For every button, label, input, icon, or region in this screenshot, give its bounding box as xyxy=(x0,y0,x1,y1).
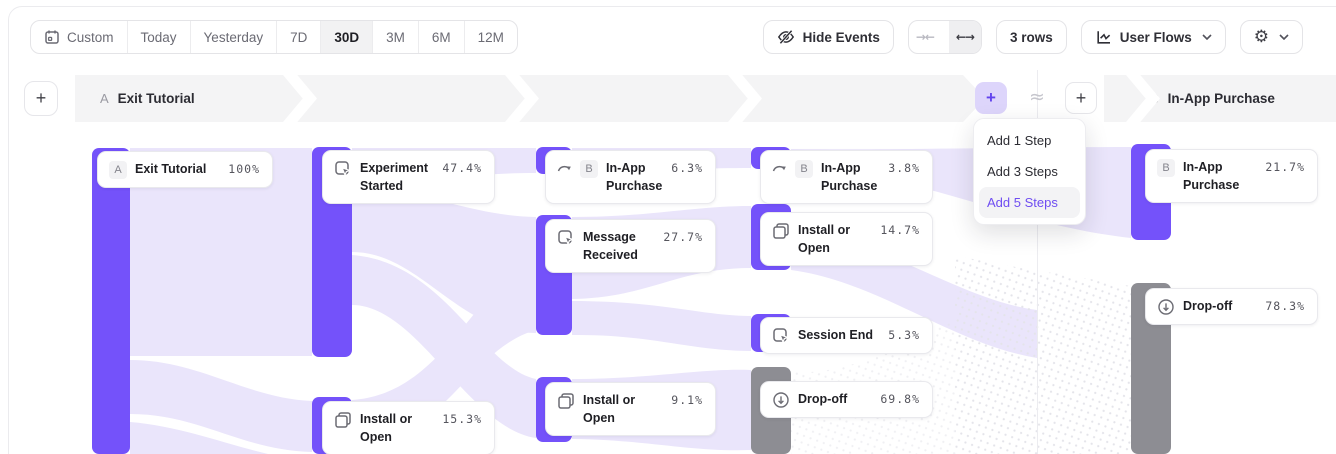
hide-events-label: Hide Events xyxy=(802,29,880,45)
add-start-step-button[interactable]: + xyxy=(24,81,58,116)
node-percent: 78.3% xyxy=(1265,299,1305,313)
date-range-picker: Custom Today Yesterday 7D 30D 3M 6M 12M xyxy=(30,20,518,54)
node-card-install-or-open[interactable]: Install or Open 9.1% xyxy=(545,382,716,436)
rows-button[interactable]: 3 rows xyxy=(995,20,1067,54)
collapse-columns-button[interactable]: →← xyxy=(915,30,935,44)
chevron-down-icon xyxy=(1279,34,1289,40)
date-range-yesterday[interactable]: Yesterday xyxy=(191,21,278,53)
collapse-expand-toggle: →← ←→ xyxy=(907,20,982,54)
date-range-12m[interactable]: 12M xyxy=(477,29,504,45)
date-range-today[interactable]: Today xyxy=(128,21,191,53)
node-label: Drop-off xyxy=(798,392,848,406)
node-percent: 3.8% xyxy=(888,161,920,175)
step-label-exit-tutorial: Exit Tutorial xyxy=(117,91,195,106)
eye-off-icon xyxy=(777,29,794,45)
step-badge-b: B xyxy=(1157,159,1175,177)
node-card-in-app-purchase-b[interactable]: B In-App Purchase 21.7% xyxy=(1145,149,1318,203)
step-label-in-app-purchase: In-App Purchase xyxy=(1167,91,1275,106)
node-percent: 9.1% xyxy=(671,393,703,407)
node-card-exit-tutorial[interactable]: A Exit Tutorial 100% xyxy=(97,151,273,188)
date-range-3m[interactable]: 3M xyxy=(373,21,419,53)
flow-bar-exit-tutorial[interactable] xyxy=(92,148,130,454)
flow-step-header: + A Exit Tutorial B In-App Purchase xyxy=(0,75,1336,122)
gear-icon: ⚙ xyxy=(1253,26,1269,47)
flows-chart-icon xyxy=(1097,30,1110,44)
node-card-experiment-started[interactable]: Experiment Started 47.4% xyxy=(322,150,495,204)
menu-item-add-5-steps[interactable]: Add 5 Steps xyxy=(979,187,1080,218)
node-card-in-app-purchase[interactable]: B In-App Purchase 6.3% xyxy=(545,150,716,204)
node-label: Message Received xyxy=(583,230,638,262)
flow-boundary-divider xyxy=(1037,70,1038,454)
drop-off-icon xyxy=(1158,299,1174,315)
node-card-message-received[interactable]: Message Received 27.7% xyxy=(545,219,716,273)
node-percent: 14.7% xyxy=(880,223,920,237)
add-end-step-button[interactable]: + xyxy=(1065,82,1097,114)
node-label: In-App Purchase xyxy=(606,161,663,193)
menu-item-add-1-step[interactable]: Add 1 Step xyxy=(987,133,1052,148)
node-percent: 47.4% xyxy=(442,161,482,175)
copy-icon xyxy=(335,412,351,428)
approx-equal-icon: ≈ xyxy=(1029,86,1045,108)
copy-icon xyxy=(773,223,789,239)
rows-label: 3 rows xyxy=(1009,29,1053,45)
node-label: In-App Purchase xyxy=(821,161,878,193)
copy-icon xyxy=(558,393,574,409)
date-range-6m[interactable]: 6M xyxy=(419,21,465,53)
node-label: Install or Open xyxy=(583,393,636,425)
node-label: Drop-off xyxy=(1183,299,1233,313)
event-icon xyxy=(773,328,790,344)
date-range-label: Custom xyxy=(67,29,114,45)
node-percent: 15.3% xyxy=(442,412,482,426)
node-card-install-or-open[interactable]: Install or Open 14.7% xyxy=(760,212,933,266)
toolbar: Custom Today Yesterday 7D 30D 3M 6M 12M … xyxy=(0,0,1336,64)
drop-off-icon xyxy=(773,392,789,408)
date-range-custom[interactable]: Custom xyxy=(31,21,128,53)
skip-arrow-icon xyxy=(772,165,786,172)
settings-button[interactable]: ⚙ xyxy=(1239,20,1303,54)
view-selector-button[interactable]: User Flows xyxy=(1080,20,1226,54)
hide-events-button[interactable]: Hide Events xyxy=(762,20,894,54)
node-percent: 100% xyxy=(228,162,260,176)
node-label: Install or Open xyxy=(798,223,851,255)
step-badge-b: B xyxy=(580,160,598,178)
node-label: Install or Open xyxy=(360,412,413,444)
node-label: Exit Tutorial xyxy=(135,162,207,176)
node-percent: 69.8% xyxy=(880,392,920,406)
node-percent: 5.3% xyxy=(888,328,920,342)
skip-arrow-icon xyxy=(557,165,571,172)
node-percent: 21.7% xyxy=(1265,160,1305,174)
expand-columns-button[interactable]: ←→ xyxy=(948,21,981,53)
menu-item-add-3-steps[interactable]: Add 3 Steps xyxy=(987,164,1058,179)
date-range-30d-selected[interactable]: 30D xyxy=(321,21,374,53)
node-label: In-App Purchase xyxy=(1183,160,1240,192)
node-card-drop-off[interactable]: Drop-off 69.8% xyxy=(760,381,933,418)
node-card-drop-off-b[interactable]: Drop-off 78.3% xyxy=(1145,288,1318,325)
event-icon xyxy=(558,230,575,246)
node-card-in-app-purchase[interactable]: B In-App Purchase 3.8% xyxy=(760,150,933,204)
date-range-7d[interactable]: 7D xyxy=(277,21,322,53)
calendar-icon xyxy=(45,30,59,44)
node-label: Session End xyxy=(798,328,874,342)
node-label: Experiment Started xyxy=(360,161,429,193)
chevron-down-icon xyxy=(1202,34,1212,40)
step-badge-a: A xyxy=(109,161,127,179)
node-card-session-end[interactable]: Session End 5.3% xyxy=(760,317,933,354)
add-steps-menu: Add 1 Step Add 3 Steps Add 5 Steps xyxy=(973,118,1086,225)
node-card-install-or-open[interactable]: Install or Open 15.3% xyxy=(322,401,495,454)
view-selector-label: User Flows xyxy=(1119,29,1192,45)
node-percent: 6.3% xyxy=(671,161,703,175)
event-icon xyxy=(335,161,352,177)
step-badge-b: B xyxy=(795,160,813,178)
node-percent: 27.7% xyxy=(663,230,703,244)
step-letter-a: A xyxy=(100,91,109,106)
add-steps-button-active[interactable]: + xyxy=(975,82,1007,114)
toolbar-right: Hide Events →← ←→ 3 rows User Flows xyxy=(762,20,1336,54)
